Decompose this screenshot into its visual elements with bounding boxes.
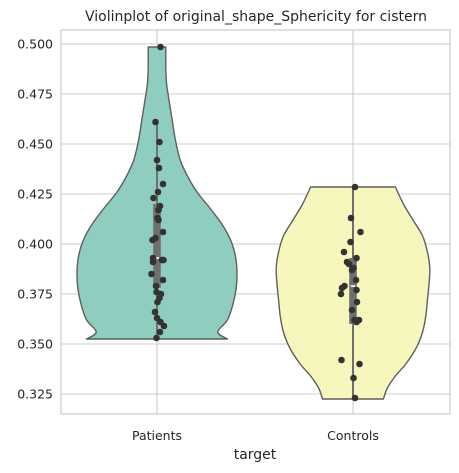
data-point-patients: [156, 328, 164, 336]
data-point-patients: [159, 180, 167, 188]
data-point-patients: [153, 156, 161, 164]
chart-title: Violinplot of original_shape_Sphericity …: [85, 9, 427, 25]
data-point-controls: [353, 318, 360, 326]
data-point-controls: [347, 238, 354, 246]
y-tick-label: 0.350: [17, 337, 53, 352]
data-point-controls: [338, 356, 345, 364]
violin-layer: [76, 46, 431, 400]
y-tick-label: 0.375: [17, 287, 53, 302]
y-tick-label: 0.475: [17, 87, 53, 102]
data-point-patients: [149, 258, 157, 266]
data-point-patients: [155, 216, 162, 224]
y-tick-label: 0.450: [17, 137, 53, 152]
data-point-controls: [345, 260, 353, 268]
data-point-patients: [149, 236, 156, 244]
data-point-patients: [155, 164, 163, 172]
y-tick-label: 0.325: [17, 387, 53, 402]
x-tick-label: Patients: [132, 428, 182, 443]
data-point-controls: [351, 394, 359, 402]
data-point-patients: [157, 43, 164, 51]
iqr-box-patients: [153, 204, 161, 288]
point-layer: [148, 43, 364, 402]
data-point-controls: [348, 306, 356, 314]
data-point-patients: [159, 276, 167, 284]
data-point-controls: [357, 228, 364, 236]
x-axis-title: target: [234, 447, 277, 463]
y-tick-label: 0.400: [17, 237, 53, 252]
data-point-patients: [155, 206, 162, 214]
y-tick-label: 0.425: [17, 187, 53, 202]
x-tick-label: Controls: [327, 428, 379, 443]
data-point-patients: [150, 194, 157, 202]
data-point-patients: [156, 138, 163, 146]
data-point-controls: [337, 290, 345, 298]
data-point-patients: [152, 282, 160, 290]
data-point-patients: [159, 228, 167, 236]
data-point-patients: [151, 308, 159, 316]
y-tick-label: 0.500: [17, 37, 53, 52]
data-point-controls: [340, 248, 348, 256]
data-point-controls: [353, 286, 360, 294]
data-point-controls: [352, 276, 360, 284]
iqr-box-controls: [349, 258, 357, 324]
data-point-controls: [356, 360, 363, 368]
data-point-controls: [353, 254, 360, 262]
plot-frame: [60, 29, 451, 415]
data-point-patients: [152, 118, 159, 126]
data-point-patients: [154, 188, 162, 196]
data-point-controls: [347, 214, 355, 222]
data-point-controls: [338, 284, 346, 292]
data-point-controls: [350, 374, 357, 382]
y-axis-ticks: 0.325 0.350 0.375 0.400 0.425 0.450 0.475 0.500: [17, 37, 53, 402]
data-point-controls: [348, 266, 356, 274]
data-point-controls: [353, 298, 361, 306]
data-point-patients: [154, 298, 161, 306]
x-axis-ticks: Patients Controls: [132, 428, 379, 443]
data-point-patients: [148, 270, 155, 278]
data-point-controls: [351, 183, 359, 191]
data-point-patients: [160, 322, 168, 330]
data-point-patients: [160, 256, 167, 264]
data-point-patients: [153, 334, 160, 342]
